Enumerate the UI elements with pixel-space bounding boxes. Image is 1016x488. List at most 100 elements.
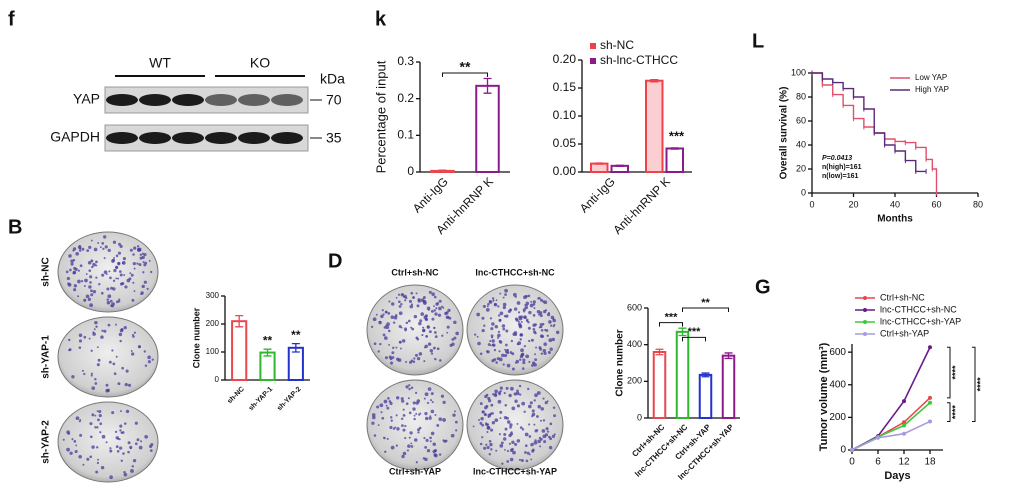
y-tick-label: 0.10 bbox=[553, 108, 577, 122]
colony bbox=[512, 332, 516, 337]
colony bbox=[99, 422, 103, 426]
colony bbox=[417, 299, 421, 303]
panel-label: f bbox=[8, 8, 15, 30]
colony bbox=[140, 291, 144, 295]
colony bbox=[121, 431, 125, 434]
colony bbox=[124, 285, 128, 289]
colony bbox=[499, 292, 502, 295]
colony bbox=[506, 416, 509, 420]
colony bbox=[543, 300, 548, 305]
colony bbox=[118, 300, 121, 303]
colony bbox=[505, 329, 509, 333]
dish-label: sh-YAP-1 bbox=[41, 335, 52, 379]
colony bbox=[397, 293, 401, 296]
colony bbox=[438, 299, 442, 303]
colony bbox=[395, 297, 398, 299]
colony bbox=[485, 393, 489, 397]
colony bbox=[430, 392, 434, 396]
colony bbox=[387, 329, 391, 333]
colony bbox=[117, 262, 121, 265]
size-label: 70 bbox=[326, 92, 342, 108]
colony bbox=[525, 354, 530, 359]
colony bbox=[489, 340, 492, 343]
colony bbox=[125, 409, 130, 414]
colony bbox=[480, 417, 484, 421]
colony bbox=[502, 296, 505, 299]
colony bbox=[119, 424, 123, 428]
colony bbox=[509, 448, 514, 453]
colony bbox=[380, 314, 384, 319]
colony bbox=[524, 305, 529, 310]
colony bbox=[402, 451, 407, 456]
colony bbox=[98, 283, 101, 286]
colony bbox=[425, 416, 429, 421]
colony bbox=[102, 247, 105, 250]
colony bbox=[521, 428, 525, 431]
colony bbox=[511, 440, 515, 444]
colony bbox=[527, 387, 530, 391]
colony bbox=[428, 330, 432, 334]
colony bbox=[502, 302, 507, 307]
colony bbox=[429, 436, 432, 440]
colony bbox=[523, 315, 527, 320]
colony bbox=[111, 302, 115, 306]
colony bbox=[404, 437, 407, 440]
colony bbox=[516, 301, 521, 305]
colony bbox=[112, 240, 117, 244]
colony bbox=[86, 249, 90, 253]
colony bbox=[525, 318, 529, 322]
colony bbox=[434, 335, 438, 339]
x-tick-label: 0 bbox=[809, 199, 814, 209]
colony bbox=[388, 400, 392, 403]
colony bbox=[115, 445, 119, 449]
colony bbox=[493, 348, 497, 352]
colony bbox=[539, 323, 543, 327]
colony bbox=[133, 331, 137, 334]
colony bbox=[425, 438, 429, 442]
x-tick-label: 60 bbox=[931, 199, 941, 209]
colony bbox=[426, 449, 431, 453]
y-tick-label: 0.05 bbox=[553, 136, 577, 150]
colony bbox=[502, 327, 506, 331]
colony bbox=[476, 335, 479, 338]
colony bbox=[404, 299, 407, 302]
colony bbox=[438, 453, 442, 456]
colony bbox=[415, 292, 418, 295]
colony bbox=[88, 337, 91, 340]
colony bbox=[78, 249, 82, 252]
colony bbox=[486, 350, 490, 354]
colony bbox=[542, 397, 545, 400]
colony bbox=[106, 298, 110, 301]
colony bbox=[401, 339, 406, 343]
y-tick-label: 600 bbox=[627, 302, 642, 312]
colony bbox=[78, 333, 83, 338]
colony bbox=[455, 331, 459, 336]
colony bbox=[504, 343, 508, 347]
colony bbox=[85, 294, 90, 299]
colony bbox=[553, 414, 557, 418]
legend-swatch bbox=[590, 43, 596, 49]
colony bbox=[504, 288, 508, 293]
x-tick-label: Anti-hnRNP K bbox=[610, 174, 673, 237]
dish-label: sh-NC bbox=[41, 257, 52, 286]
colony bbox=[434, 413, 437, 416]
sig-label: ** bbox=[291, 328, 301, 342]
colony bbox=[90, 259, 94, 263]
colony bbox=[393, 315, 398, 320]
sig-bracket bbox=[947, 402, 951, 422]
colony bbox=[535, 415, 539, 418]
colony bbox=[111, 411, 115, 415]
size-label: 35 bbox=[326, 130, 342, 146]
colony bbox=[431, 317, 435, 321]
colony bbox=[432, 442, 436, 447]
colony bbox=[106, 300, 111, 305]
colony bbox=[67, 282, 71, 286]
culture-dish bbox=[466, 379, 564, 471]
colony bbox=[131, 333, 134, 336]
colony bbox=[147, 360, 151, 364]
colony bbox=[424, 344, 428, 349]
colony bbox=[439, 359, 442, 362]
colony bbox=[111, 349, 114, 352]
colony bbox=[378, 320, 381, 323]
annotation: n(high)=161 bbox=[822, 164, 862, 171]
